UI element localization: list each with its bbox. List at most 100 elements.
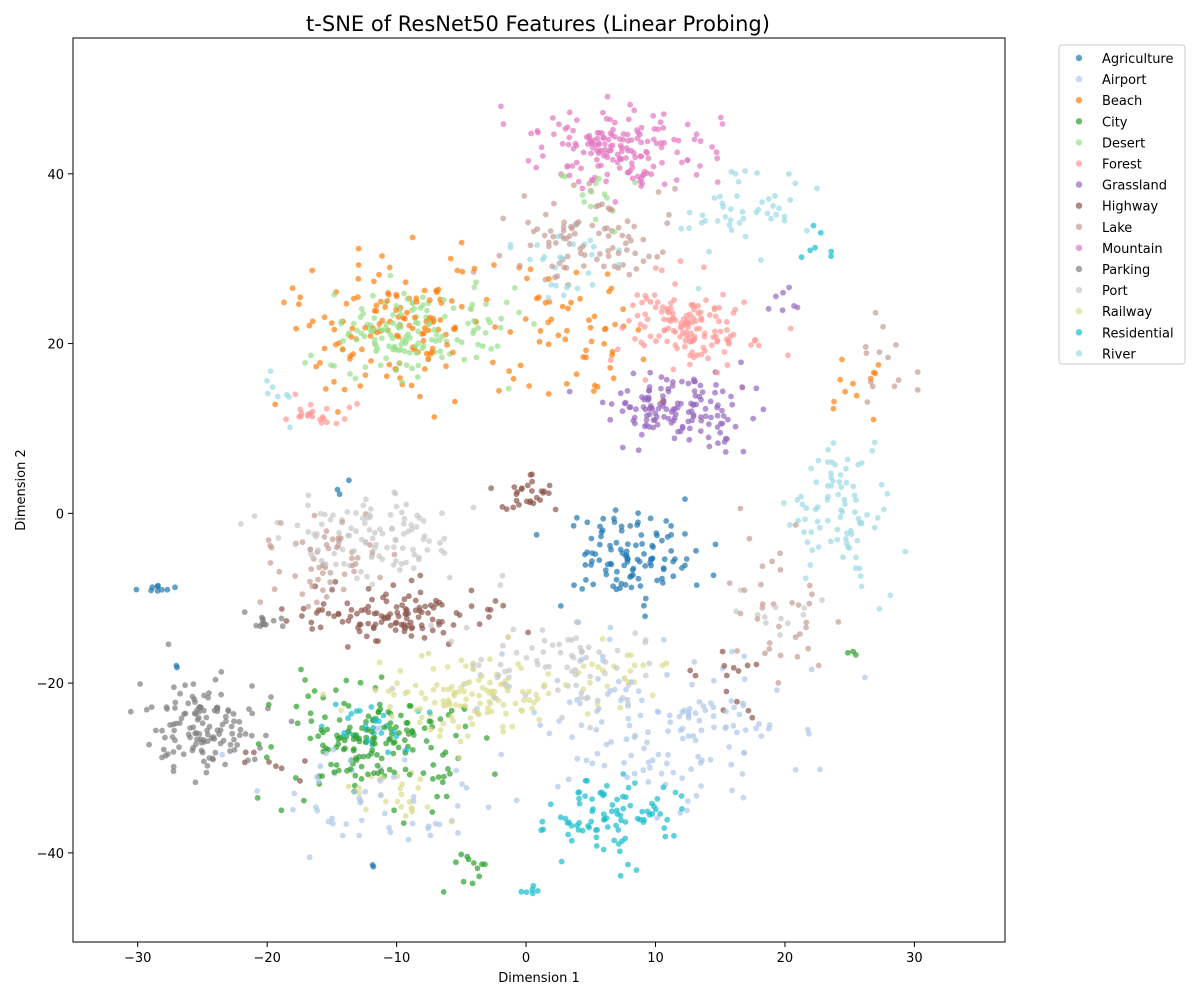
data-point-beach xyxy=(376,321,383,327)
data-point-beach xyxy=(608,285,615,292)
data-point-city xyxy=(396,730,402,736)
data-point-city xyxy=(437,716,444,722)
data-point-forest xyxy=(706,312,713,318)
data-point-port xyxy=(398,560,405,567)
data-point-residential xyxy=(614,807,620,814)
data-point-airport xyxy=(700,703,707,709)
data-point-airport xyxy=(626,722,633,729)
data-point-city xyxy=(319,773,325,779)
data-point-desert xyxy=(596,175,602,182)
data-point-city xyxy=(420,770,427,776)
data-point-mountain xyxy=(660,111,667,117)
data-point-highway xyxy=(403,615,410,622)
data-point-port xyxy=(763,620,769,626)
data-point-city xyxy=(341,737,348,744)
data-point-airport xyxy=(569,734,576,741)
data-point-residential xyxy=(523,889,530,896)
data-point-lake xyxy=(869,383,876,390)
data-point-forest xyxy=(682,337,689,344)
data-point-port xyxy=(441,535,448,542)
data-point-city xyxy=(322,714,328,721)
data-point-airport xyxy=(628,752,635,759)
data-point-port xyxy=(578,694,584,701)
data-point-railway xyxy=(413,707,420,713)
data-point-grassland xyxy=(688,408,695,414)
data-point-railway xyxy=(416,719,423,726)
data-point-mountain xyxy=(638,139,644,146)
data-point-airport xyxy=(219,751,226,758)
data-point-agriculture xyxy=(590,581,597,588)
data-point-port xyxy=(470,662,476,668)
data-point-desert xyxy=(387,272,394,279)
data-point-railway xyxy=(617,704,624,711)
data-point-grassland xyxy=(655,405,662,412)
data-point-river xyxy=(830,440,837,446)
data-point-beach xyxy=(635,327,642,333)
data-point-forest xyxy=(716,318,722,325)
data-point-forest xyxy=(642,311,649,317)
data-point-grassland xyxy=(760,406,767,413)
data-point-river xyxy=(832,461,838,468)
data-point-forest xyxy=(717,328,724,335)
data-point-lake xyxy=(292,573,298,579)
data-point-beach xyxy=(341,386,348,393)
data-point-lake xyxy=(267,542,274,549)
data-point-mountain xyxy=(631,107,638,114)
legend-label: Parking xyxy=(1102,263,1150,278)
data-point-river xyxy=(264,377,270,384)
data-point-agriculture xyxy=(635,519,641,526)
data-point-residential xyxy=(678,793,685,799)
data-point-port xyxy=(333,561,339,568)
data-point-airport xyxy=(765,725,772,732)
data-point-river xyxy=(853,497,859,503)
data-point-parking xyxy=(217,727,224,734)
data-point-highway xyxy=(527,499,533,506)
data-point-railway xyxy=(436,733,443,740)
data-point-residential xyxy=(634,815,641,822)
data-point-city xyxy=(345,703,352,709)
data-point-airport xyxy=(343,821,350,827)
data-point-lake xyxy=(876,349,883,355)
data-point-parking xyxy=(279,623,286,630)
data-point-desert xyxy=(389,335,396,342)
data-point-grassland xyxy=(607,416,614,423)
data-point-desert xyxy=(471,284,478,291)
data-point-railway xyxy=(424,804,431,810)
data-point-highway xyxy=(429,627,436,634)
data-point-airport xyxy=(710,713,717,720)
data-point-forest xyxy=(730,331,737,338)
data-point-beach xyxy=(604,271,611,277)
data-point-forest xyxy=(634,292,641,298)
data-point-grassland xyxy=(706,443,713,450)
data-point-residential xyxy=(565,831,571,838)
data-point-mountain xyxy=(674,149,681,156)
data-point-beach xyxy=(563,380,570,387)
data-point-port xyxy=(413,524,420,530)
data-point-river xyxy=(588,251,595,258)
data-point-forest xyxy=(724,327,730,333)
data-point-highway xyxy=(749,714,756,721)
data-point-railway xyxy=(541,682,548,688)
data-point-lake xyxy=(777,550,783,557)
data-point-port xyxy=(411,551,418,558)
data-point-river xyxy=(804,227,810,234)
data-point-parking xyxy=(170,763,177,770)
data-point-agriculture xyxy=(164,586,171,593)
data-point-parking xyxy=(206,690,212,696)
data-point-grassland xyxy=(717,420,724,427)
data-point-railway xyxy=(425,650,432,657)
data-point-highway xyxy=(283,618,290,624)
data-point-airport xyxy=(566,699,573,706)
data-point-beach xyxy=(393,307,399,313)
data-point-railway xyxy=(604,683,611,690)
data-point-city xyxy=(428,744,434,751)
data-point-desert xyxy=(488,345,495,352)
data-point-river xyxy=(838,507,844,514)
data-point-mountain xyxy=(629,175,636,182)
data-point-agriculture xyxy=(612,507,619,513)
data-point-desert xyxy=(404,296,411,302)
data-point-grassland xyxy=(643,422,650,428)
data-point-forest xyxy=(741,299,747,306)
data-point-agriculture xyxy=(598,529,605,536)
data-point-agriculture xyxy=(682,496,688,502)
